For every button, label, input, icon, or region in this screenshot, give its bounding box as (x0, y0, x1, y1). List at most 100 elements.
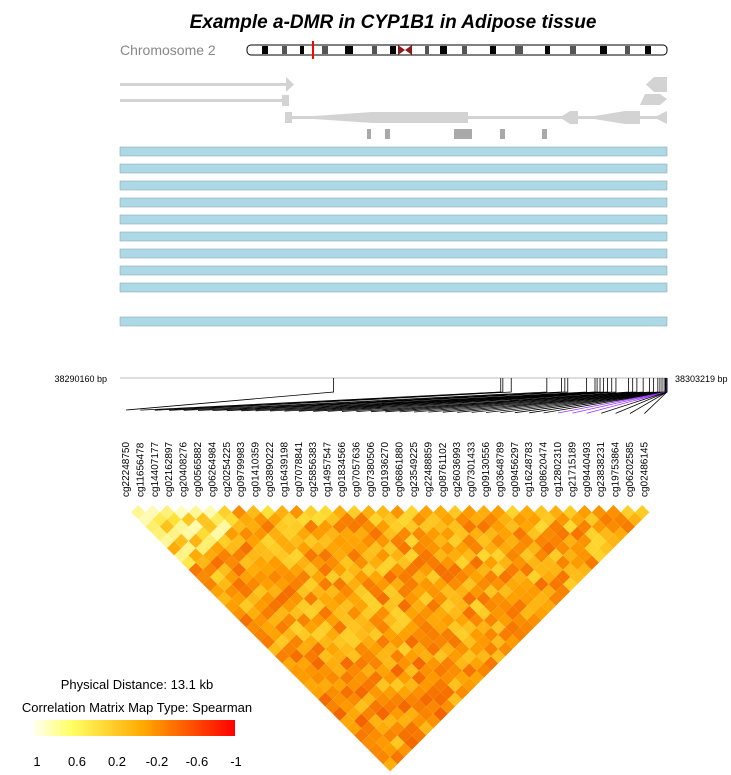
cyp1b1-exon-3 (585, 111, 640, 124)
heatmap-cell (375, 533, 391, 549)
heatmap-cell (231, 505, 247, 520)
heatmap-cell (267, 641, 283, 657)
heatmap-cell (397, 656, 412, 671)
heatmap-cell (383, 512, 398, 527)
heatmap-cell (339, 541, 355, 556)
heatmap-cell (505, 620, 520, 635)
heatmap-cell (383, 670, 398, 685)
cyp1b1-intron-line (285, 116, 667, 119)
heatmap-cell (339, 685, 355, 700)
heatmap-cell (397, 641, 412, 657)
heatmap-cell (455, 670, 470, 685)
heatmap-cell (282, 541, 297, 556)
heatmap-cell (246, 605, 261, 621)
probe-label: cg08620474 (539, 442, 550, 497)
heatmap-cell (498, 512, 513, 527)
physical-distance-label: Physical Distance: 13.1 kb (61, 677, 213, 692)
heatmap-cell (375, 721, 391, 736)
probe-label: cg22488859 (423, 442, 434, 497)
heatmap-cell (426, 613, 441, 628)
probe-label: cg26036993 (452, 442, 463, 497)
heatmap-cell (325, 555, 340, 570)
heatmap-cell (311, 555, 326, 570)
heatmap-cell (548, 591, 563, 606)
region-start-label: 38290160 bp (54, 374, 107, 384)
heatmap-cell (339, 569, 355, 585)
heatmap-cell (397, 713, 412, 729)
heatmap-cell (332, 634, 347, 649)
heatmap-cell (339, 526, 355, 541)
chart-title: Example a-DMR in CYP1B1 in Adipose tissu… (190, 12, 597, 33)
heatmap-cell (203, 548, 218, 563)
heatmap-cell (404, 721, 419, 736)
heatmap-cell (440, 541, 455, 556)
probe-label: cg09799983 (236, 442, 247, 497)
heatmap-cell (635, 505, 650, 520)
heatmap-cell (483, 569, 499, 585)
heatmap-cell (260, 533, 275, 549)
heatmap-cell (361, 649, 376, 664)
probe-label: cg01834566 (337, 442, 348, 497)
heatmap-cell (534, 533, 549, 549)
heatmap-cell (411, 598, 427, 613)
heatmap-cell (361, 677, 376, 693)
annotation-track-bar (119, 231, 668, 242)
cyp1b1-exon-2 (560, 111, 578, 124)
ideogram-band (600, 46, 607, 54)
heatmap-cell (275, 577, 290, 592)
heatmap-cell (325, 699, 340, 714)
heatmap-cell (260, 605, 275, 621)
heatmap-cell (239, 541, 254, 556)
heatmap-cell (311, 641, 326, 657)
heatmap-cell (361, 505, 376, 520)
ideogram-band (440, 46, 447, 54)
heatmap-cell (375, 677, 391, 693)
gene-track (120, 77, 667, 124)
heatmap-cell (527, 584, 542, 599)
heatmap-cell (332, 677, 347, 693)
heatmap-cell (498, 584, 513, 599)
ideogram-band (425, 46, 429, 54)
heatmap-cell (390, 577, 405, 592)
heatmap-cell (397, 742, 412, 757)
heatmap-cell (181, 555, 196, 570)
heatmap-cell (447, 692, 463, 707)
heatmap-cell (599, 541, 614, 556)
ideogram-band (625, 46, 630, 54)
heatmap-cell (606, 533, 621, 549)
heatmap-cell (303, 505, 319, 520)
heatmap-cell (267, 526, 283, 541)
heatmap-cell (469, 656, 484, 671)
heatmap-cell (383, 713, 398, 729)
heatmap-cell (311, 569, 326, 585)
heatmap-cell (411, 613, 427, 628)
heatmap-cell (426, 713, 441, 729)
heatmap-cell (361, 562, 376, 577)
heatmap-cell (411, 526, 427, 541)
heatmap-cell (498, 541, 513, 556)
heatmap-cell (325, 526, 340, 541)
heatmap-cell (253, 541, 268, 556)
heatmap-cell (462, 505, 477, 520)
heatmap-cell (159, 519, 175, 534)
heatmap-cell (577, 562, 592, 577)
heatmap-cell (491, 620, 506, 635)
heatmap-cell (332, 706, 347, 721)
heatmap-cell (433, 519, 448, 534)
heatmap-cell (354, 613, 369, 628)
heatmap-cell (368, 713, 383, 729)
heatmap-cell (347, 519, 362, 534)
heatmap-cell (354, 713, 369, 729)
heatmap-cell (311, 584, 326, 599)
heatmap-cell (433, 577, 448, 592)
heatmap-cell (325, 641, 340, 657)
heatmap-cell (267, 598, 283, 613)
heatmap-cell (397, 598, 412, 613)
probe-label: cg01936270 (380, 442, 391, 497)
probe-label: cg07380506 (366, 442, 377, 497)
heatmap-cell (584, 512, 599, 527)
heatmap-cell (275, 548, 290, 563)
heatmap-cell (426, 526, 441, 541)
heatmap-cell (332, 605, 347, 621)
